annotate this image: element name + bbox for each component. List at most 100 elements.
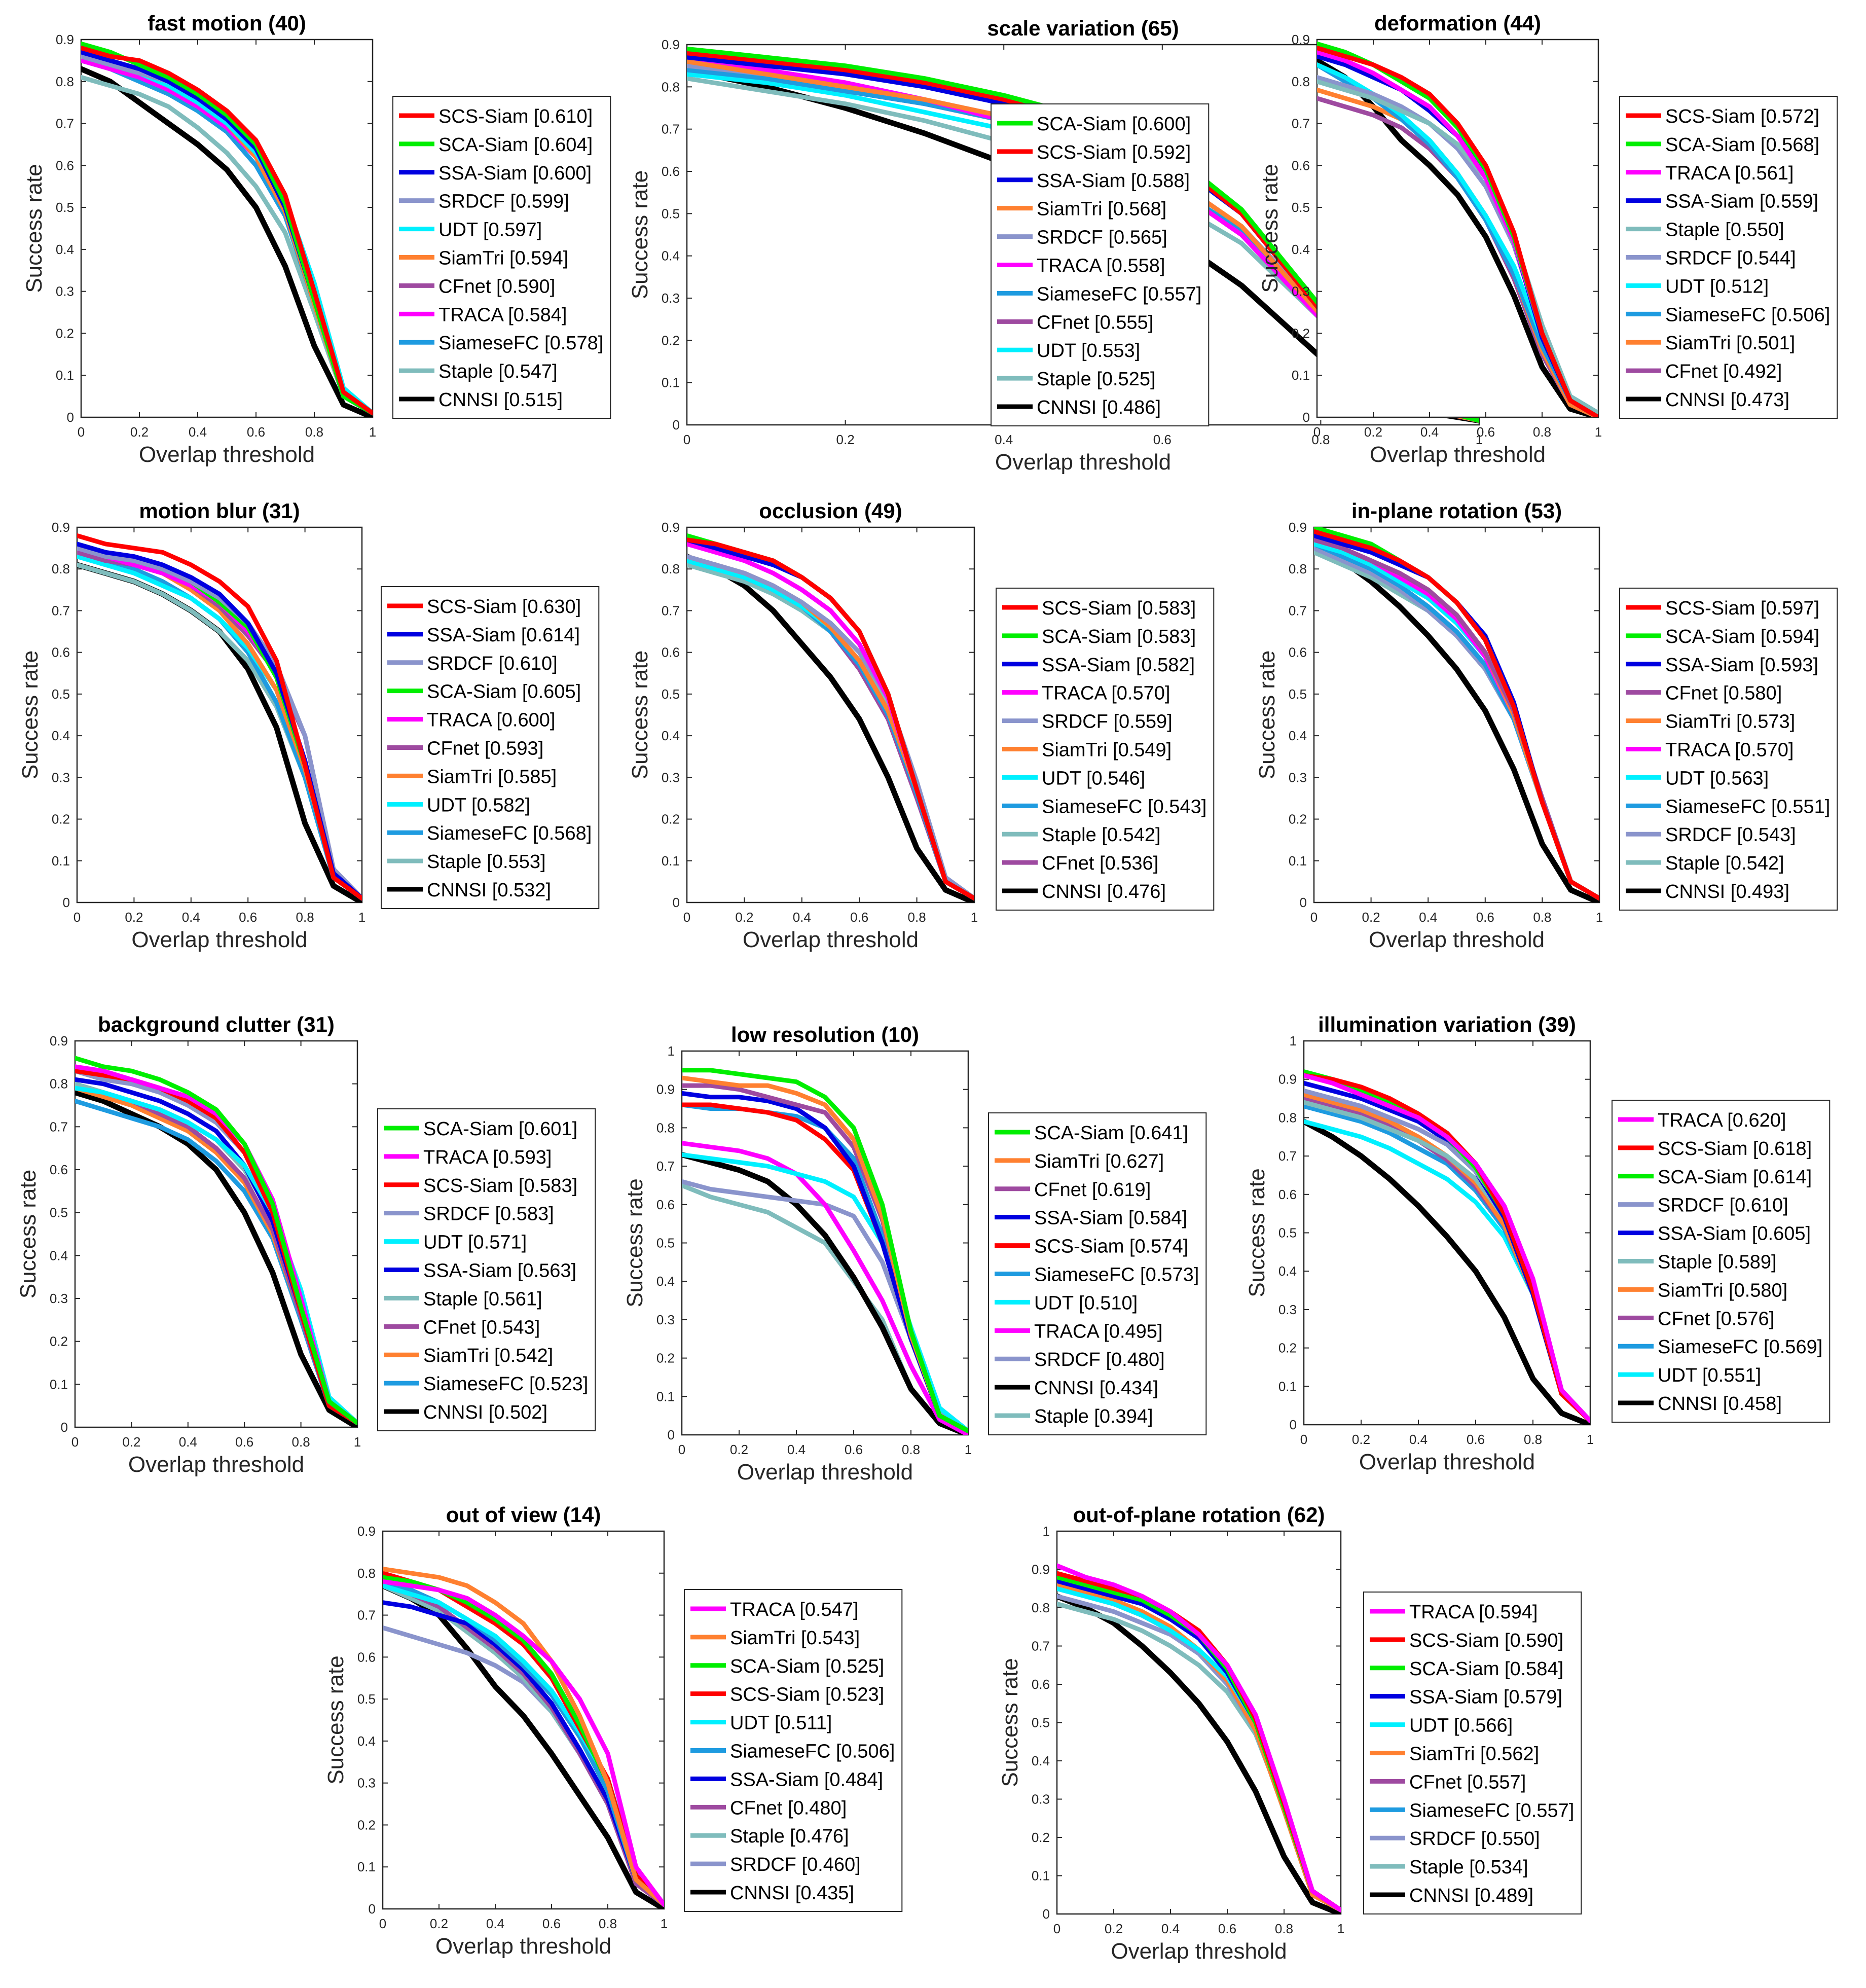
panel-9: out of view (14) 0 0.2 0.4 0.6 0.8 1 0 0.1 0.2 0.3… [323, 1503, 903, 1959]
x-axis-label: Overlap threshold [1359, 1450, 1535, 1474]
series-lines [77, 533, 362, 902]
legend-label: SCS-Siam [0.523] [730, 1684, 884, 1706]
legend: TRACA [0.547] SiamTri [0.543] SCA-Siam [0.… [684, 1589, 903, 1912]
legend-label: TRACA [0.620] [1658, 1110, 1786, 1131]
y-tick-label: 0.1 [52, 853, 70, 869]
x-tick-label: 0.2 [1352, 1432, 1370, 1447]
x-tick-label: 0 [1313, 424, 1321, 440]
series-line-siamtri [383, 1567, 664, 1907]
series-lines [75, 1056, 357, 1427]
y-axis-label: Success rate [323, 1655, 348, 1784]
series-line-sca-siam [682, 1068, 968, 1433]
panel-3: motion blur (31) 0 0.2 0.4 0.6 0.8 1 0 0.1 0.2 0.3… [18, 499, 600, 952]
y-tick-label: 0.5 [1032, 1715, 1050, 1730]
x-tick-label: 0 [1053, 1921, 1060, 1936]
series-line-traca [682, 1141, 968, 1435]
legend-label: SRDCF [0.543] [1665, 824, 1796, 846]
y-tick-label: 0.2 [656, 1351, 675, 1366]
y-tick-label: 0.2 [1292, 326, 1310, 341]
legend-label: UDT [0.582] [427, 794, 530, 816]
y-tick-label: 0.3 [50, 1291, 68, 1306]
y-tick-label: 0.9 [1278, 1072, 1297, 1087]
y-tick-label: 0.5 [56, 200, 74, 215]
panel-8: illumination variation (39) 0 0.2 0.4 0.6 0.8… [1245, 1013, 1831, 1474]
x-tick-label: 0 [71, 1434, 79, 1450]
y-axis-label: Success rate [628, 170, 652, 299]
x-tick-label: 0.8 [305, 424, 323, 440]
legend: SCS-Siam [0.597] SCA-Siam [0.594] SSA-Siam… [1619, 588, 1838, 911]
panel-0: fast motion (40) 0 0.2 0.4 0.6 0.8 1 0 0.1 0.2 0.3… [22, 11, 611, 467]
y-tick-label: 0.7 [1292, 116, 1310, 131]
x-tick-label: 0.2 [1362, 910, 1380, 925]
x-tick-label: 0.6 [235, 1434, 253, 1450]
y-tick-label: 0 [63, 895, 70, 910]
y-tick-label: 0.3 [1032, 1792, 1050, 1807]
y-tick-label: 0.3 [52, 770, 70, 785]
x-tick-label: 0.4 [179, 1434, 197, 1450]
legend-label: CNNSI [0.476] [1042, 881, 1166, 902]
x-tick-label: 0 [379, 1916, 386, 1931]
y-tick-label: 0.8 [50, 1076, 68, 1092]
y-tick-label: 0.3 [1278, 1302, 1297, 1317]
y-tick-label: 0.5 [1289, 686, 1307, 702]
legend-label: SCA-Siam [0.614] [1658, 1167, 1812, 1188]
plot-frame [1313, 526, 1600, 903]
legend-label: SCS-Siam [0.590] [1409, 1630, 1563, 1651]
legend-label: SSA-Siam [0.588] [1037, 170, 1190, 192]
x-tick-label: 0 [1300, 1432, 1307, 1447]
y-tick-label: 0.8 [662, 561, 680, 576]
x-tick-label: 0.8 [908, 910, 926, 925]
y-tick-label: 0.8 [56, 74, 74, 89]
plot-frame [686, 526, 975, 903]
chart-title: low resolution (10) [731, 1023, 919, 1046]
legend-label: SiameseFC [0.551] [1665, 796, 1830, 817]
legend-label: SCA-Siam [0.594] [1665, 626, 1819, 647]
legend-label: UDT [0.551] [1658, 1365, 1761, 1386]
y-tick-label: 0.1 [357, 1859, 376, 1874]
x-tick-label: 0.4 [793, 910, 811, 925]
y-tick-label: 0.5 [662, 686, 680, 702]
legend-label: CFnet [0.555] [1037, 312, 1153, 333]
legend-label: SCA-Siam [0.605] [427, 681, 581, 703]
y-tick-label: 0.7 [357, 1608, 376, 1623]
chart-title: scale variation (65) [987, 16, 1179, 40]
legend-label: CFnet [0.576] [1658, 1308, 1774, 1329]
series-line-cnnsi [383, 1583, 664, 1909]
y-tick-label: 0.5 [662, 206, 680, 221]
series-line-scs-siam [687, 537, 974, 901]
y-tick-label: 0.8 [662, 79, 680, 94]
legend-label: CNNSI [0.435] [730, 1883, 854, 1904]
legend-label: Staple [0.589] [1658, 1252, 1777, 1273]
legend-label: UDT [0.597] [438, 220, 542, 241]
series-line-scs-siam [81, 46, 373, 416]
y-tick-label: 1 [1290, 1033, 1297, 1049]
series-line-scs-siam [1317, 46, 1598, 417]
x-tick-label: 1 [369, 424, 376, 440]
legend-label: SiameseFC [0.506] [730, 1741, 895, 1762]
legend-label: SCS-Siam [0.597] [1665, 598, 1819, 619]
series-line-scs-siam [77, 533, 362, 901]
legend-label: SCS-Siam [0.583] [423, 1175, 577, 1197]
panel-6: background clutter (31) 0 0.2 0.4 0.6 0.8 1 0 0.… [16, 1013, 596, 1477]
series-line-cnnsi [1304, 1118, 1590, 1425]
y-tick-label: 0.6 [1032, 1677, 1050, 1692]
series-lines [1057, 1563, 1341, 1914]
y-tick-label: 0.3 [56, 284, 74, 299]
y-tick-label: 0.3 [656, 1312, 675, 1327]
x-tick-label: 0.6 [1218, 1921, 1236, 1936]
legend-label: SiameseFC [0.578] [438, 333, 603, 354]
legend-label: SRDCF [0.559] [1042, 711, 1173, 733]
chart-title: in-plane rotation (53) [1351, 499, 1562, 523]
x-tick-label: 0.2 [130, 424, 149, 440]
y-tick-label: 0.9 [1292, 32, 1310, 47]
y-tick-label: 0.5 [656, 1236, 675, 1251]
x-tick-label: 0.2 [1364, 424, 1382, 440]
legend-label: SiameseFC [0.573] [1034, 1264, 1199, 1286]
series-line-traca [383, 1579, 664, 1907]
x-axis-label: Overlap threshold [1369, 927, 1545, 952]
y-tick-label: 0.6 [1289, 645, 1307, 660]
x-axis-label: Overlap threshold [128, 1452, 304, 1477]
legend-label: SRDCF [0.550] [1409, 1828, 1540, 1850]
y-tick-label: 0.6 [357, 1649, 376, 1665]
y-tick-label: 0.2 [1289, 812, 1307, 827]
